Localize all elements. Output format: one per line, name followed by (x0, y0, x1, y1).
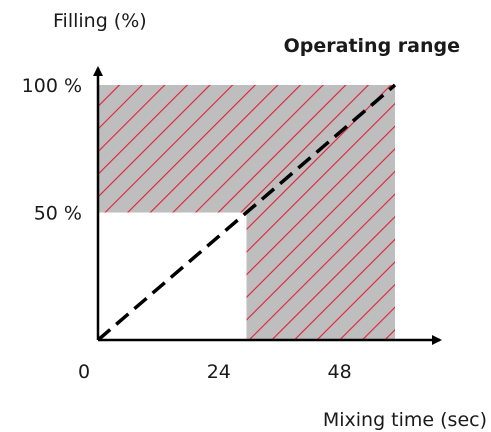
chart-title: Operating range (284, 35, 460, 57)
y-axis-label: Filling (%) (53, 10, 147, 32)
y-tick-label: 100 % (22, 75, 82, 97)
y-tick-label: 50 % (34, 203, 82, 225)
x-tick-label: 0 (78, 361, 90, 383)
x-tick-label: 24 (207, 361, 231, 383)
x-tick-label: 48 (328, 361, 352, 383)
diagonal-dashed-line (96, 83, 397, 342)
x-axis-label: Mixing time (sec) (323, 409, 487, 431)
